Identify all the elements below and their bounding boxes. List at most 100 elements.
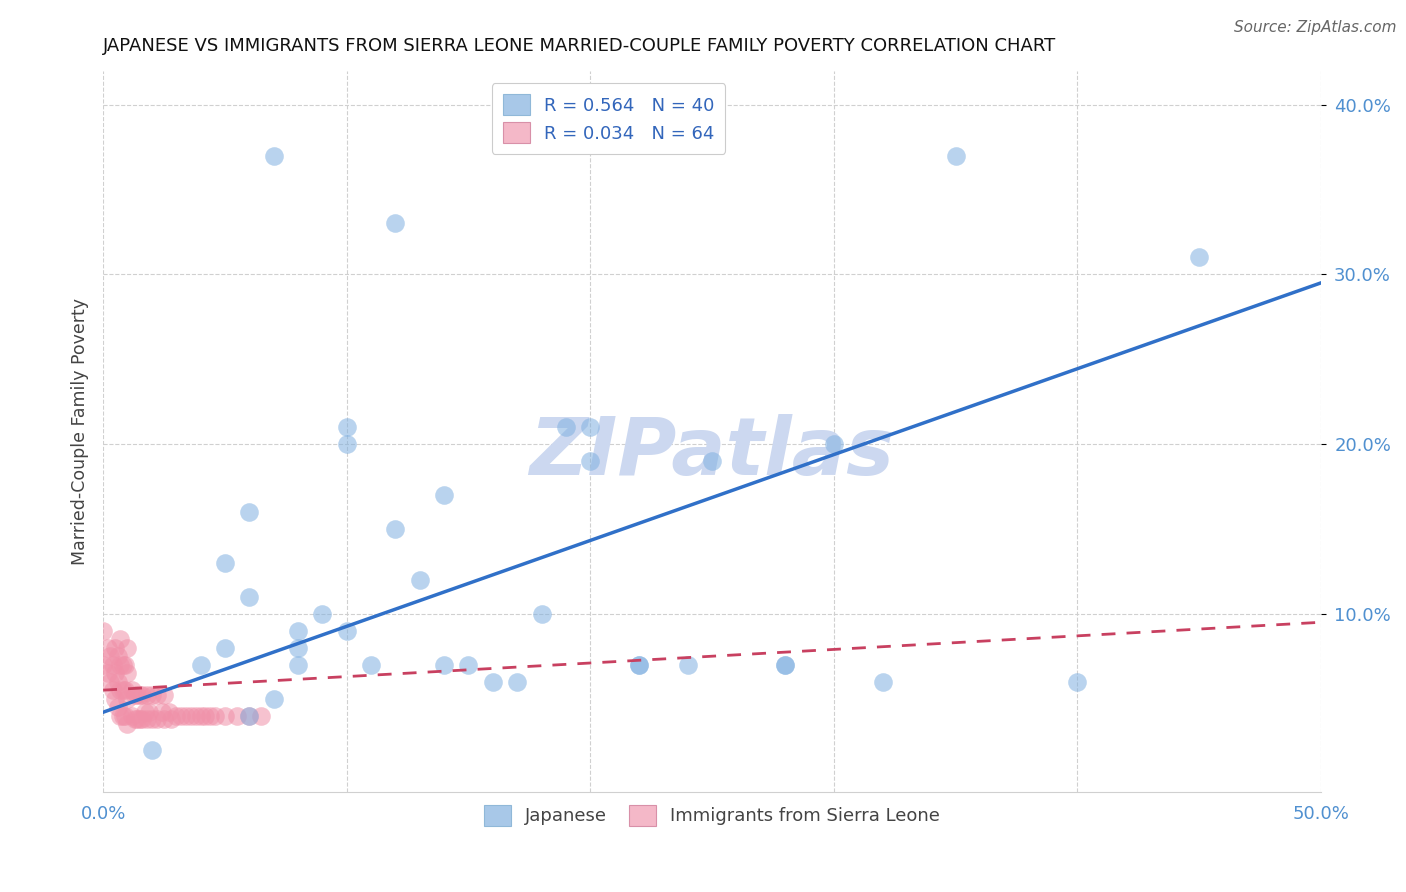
Point [184, 708, 207, 723]
Point [165, 708, 187, 723]
Point [204, 708, 226, 723]
Point [128, 712, 150, 726]
Point [108, 657, 131, 672]
Point [336, 437, 359, 451]
Point [91, 624, 114, 638]
Point [121, 708, 143, 723]
Point [384, 217, 406, 231]
Point [117, 640, 139, 655]
Point [773, 657, 796, 672]
Point [190, 657, 212, 672]
Point [114, 708, 136, 723]
Point [108, 632, 131, 647]
Point [190, 708, 212, 723]
Point [700, 454, 723, 468]
Point [530, 607, 553, 621]
Point [433, 488, 456, 502]
Point [823, 437, 845, 451]
Point [676, 657, 699, 672]
Point [506, 674, 529, 689]
Point [627, 657, 650, 672]
Point [117, 717, 139, 731]
Point [579, 454, 602, 468]
Point [360, 657, 382, 672]
Point [131, 712, 153, 726]
Point [153, 712, 176, 726]
Point [111, 683, 134, 698]
Point [107, 674, 129, 689]
Point [134, 705, 156, 719]
Point [214, 708, 236, 723]
Text: Source: ZipAtlas.com: Source: ZipAtlas.com [1233, 20, 1396, 35]
Point [124, 712, 146, 726]
Point [127, 712, 149, 726]
Point [554, 420, 576, 434]
Point [141, 688, 163, 702]
Point [153, 688, 176, 702]
Point [117, 691, 139, 706]
Y-axis label: Married-Couple Family Poverty: Married-Couple Family Poverty [72, 298, 89, 565]
Point [145, 712, 167, 726]
Point [91, 657, 114, 672]
Point [138, 705, 160, 719]
Point [311, 607, 333, 621]
Point [336, 420, 359, 434]
Point [250, 708, 273, 723]
Point [127, 688, 149, 702]
Point [263, 148, 285, 162]
Point [157, 705, 180, 719]
Point [111, 657, 134, 672]
Point [384, 522, 406, 536]
Point [174, 708, 197, 723]
Point [287, 640, 309, 655]
Point [128, 688, 150, 702]
Point [111, 708, 134, 723]
Legend: Japanese, Immigrants from Sierra Leone: Japanese, Immigrants from Sierra Leone [475, 796, 949, 835]
Point [1188, 251, 1211, 265]
Point [773, 657, 796, 672]
Point [238, 505, 260, 519]
Point [238, 708, 260, 723]
Point [121, 683, 143, 698]
Point [145, 688, 167, 702]
Point [170, 708, 193, 723]
Point [872, 674, 894, 689]
Point [100, 674, 122, 689]
Text: JAPANESE VS IMMIGRANTS FROM SIERRA LEONE MARRIED-COUPLE FAMILY POVERTY CORRELATI: JAPANESE VS IMMIGRANTS FROM SIERRA LEONE… [103, 37, 1056, 55]
Point [101, 683, 124, 698]
Point [124, 688, 146, 702]
Point [433, 657, 456, 672]
Point [104, 691, 127, 706]
Point [136, 688, 159, 702]
Point [117, 666, 139, 681]
Point [287, 657, 309, 672]
Point [141, 712, 163, 726]
Point [263, 691, 285, 706]
Point [214, 640, 236, 655]
Point [100, 649, 122, 664]
Point [287, 624, 309, 638]
Point [945, 148, 967, 162]
Point [108, 683, 131, 698]
Point [107, 700, 129, 714]
Point [114, 683, 136, 698]
Point [97, 666, 120, 681]
Point [238, 590, 260, 604]
Point [238, 708, 260, 723]
Point [214, 556, 236, 570]
Point [107, 649, 129, 664]
Point [409, 573, 432, 587]
Point [627, 657, 650, 672]
Point [131, 688, 153, 702]
Point [136, 712, 159, 726]
Point [194, 708, 217, 723]
Point [226, 708, 249, 723]
Point [101, 657, 124, 672]
Point [150, 705, 173, 719]
Point [1066, 674, 1088, 689]
Point [482, 674, 505, 689]
Point [200, 708, 222, 723]
Point [114, 657, 136, 672]
Point [104, 666, 127, 681]
Point [108, 708, 131, 723]
